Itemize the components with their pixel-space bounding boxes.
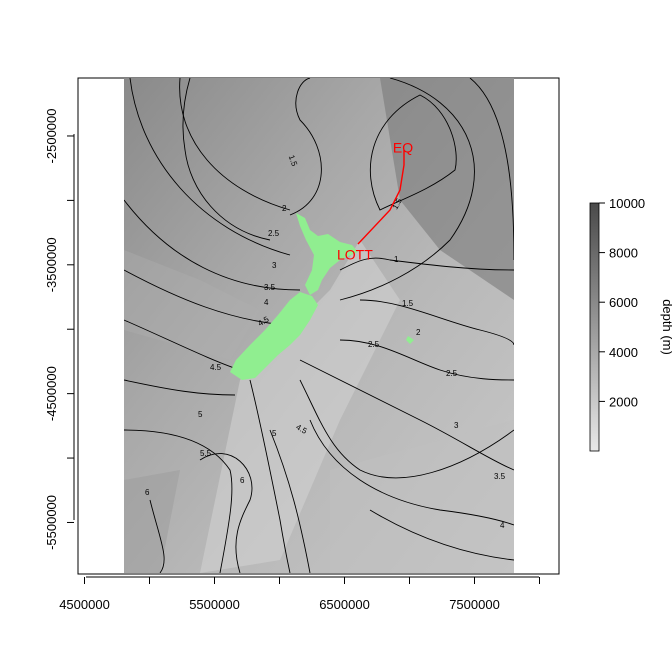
contour-label: 1.5 xyxy=(287,154,299,168)
contour-label: 5.5 xyxy=(200,449,212,458)
x-axis: 4500000 5500000 6500000 7500000 xyxy=(59,576,540,612)
contour-lines xyxy=(124,78,514,573)
contour-label: 2.5 xyxy=(268,229,280,238)
contour-label: 3 xyxy=(454,421,459,430)
y-tick-label: -4500000 xyxy=(44,366,59,421)
eq-label: EQ xyxy=(393,140,413,156)
y-tick-label: -2500000 xyxy=(44,108,59,163)
contour-label: 5 xyxy=(198,410,203,419)
contour-label: 2.5 xyxy=(446,369,458,378)
event-path-line xyxy=(357,150,405,245)
contour-label: 6 xyxy=(240,476,245,485)
legend-colorbar xyxy=(589,202,600,452)
contour-label: 5 xyxy=(272,429,277,438)
y-tick-label: -5500000 xyxy=(44,495,59,550)
legend-tick-label: 2000 xyxy=(609,394,638,409)
y-axis: -2500000 -3500000 -4500000 -5500000 xyxy=(44,108,75,550)
contour-label: 6 xyxy=(145,488,150,497)
legend-tick-label: 4000 xyxy=(609,345,638,360)
contour-label: 2 xyxy=(282,204,287,213)
x-tick-label: 5500000 xyxy=(189,597,240,612)
contour-label: 1.5 xyxy=(402,299,414,308)
contour-label: 3.5 xyxy=(264,283,276,292)
lott-label: LOTT xyxy=(337,246,373,262)
contour-label: 4 xyxy=(500,521,505,530)
color-legend: 2000 4000 6000 8000 10000 depth (m) xyxy=(589,196,672,452)
legend-title: depth (m) xyxy=(660,299,672,355)
legend-tick-label: 6000 xyxy=(609,295,638,310)
contour-label: 4 xyxy=(264,298,269,307)
bathymetry-raster xyxy=(124,78,514,573)
contour-label: 1 xyxy=(394,255,399,264)
contour-label: 4.5 xyxy=(210,363,222,372)
contour-label: 2 xyxy=(416,328,421,337)
contour-label: 3 xyxy=(272,261,277,270)
x-tick-label: 4500000 xyxy=(59,597,110,612)
x-tick-label: 7500000 xyxy=(449,597,500,612)
contour-label: 2.5 xyxy=(368,340,380,349)
contour-label: 3.5 xyxy=(494,472,506,481)
x-tick-label: 6500000 xyxy=(319,597,370,612)
y-tick-label: -3500000 xyxy=(44,237,59,292)
legend-tick-label: 10000 xyxy=(609,196,645,211)
legend-tick-label: 8000 xyxy=(609,246,638,261)
land-mass xyxy=(230,213,414,380)
